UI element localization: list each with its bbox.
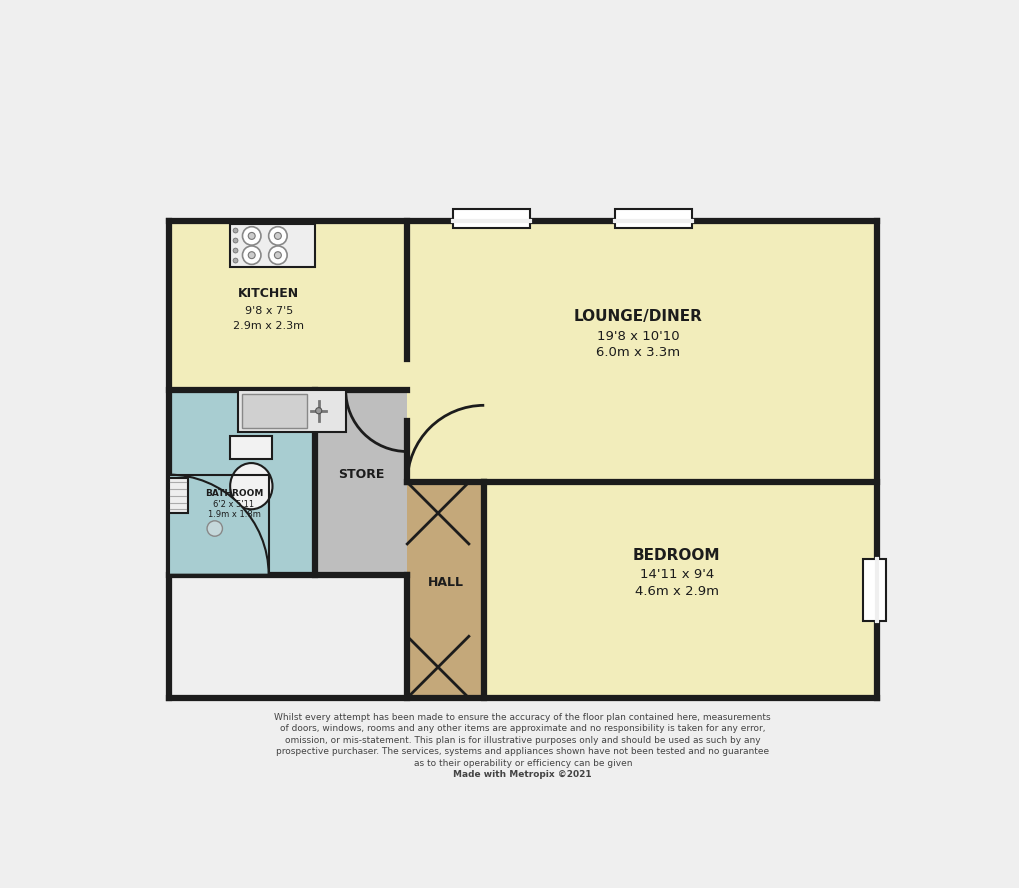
Circle shape <box>207 521 222 536</box>
Circle shape <box>233 228 237 233</box>
Text: omission, or mis-statement. This plan is for illustrative purposes only and shou: omission, or mis-statement. This plan is… <box>284 736 760 745</box>
Text: as to their operability or efficiency can be given: as to their operability or efficiency ca… <box>413 759 632 768</box>
Bar <box>242 393 307 428</box>
Circle shape <box>233 248 237 253</box>
Circle shape <box>233 238 237 243</box>
Text: 9'8 x 7'5: 9'8 x 7'5 <box>245 305 292 315</box>
Text: 6.0m x 3.3m: 6.0m x 3.3m <box>595 346 680 360</box>
Circle shape <box>315 408 321 414</box>
Bar <box>315 390 407 575</box>
Text: 14'11 x 9'4: 14'11 x 9'4 <box>639 568 713 582</box>
Bar <box>168 474 268 575</box>
Circle shape <box>268 226 286 245</box>
Circle shape <box>274 233 281 240</box>
Circle shape <box>243 226 261 245</box>
Bar <box>453 209 530 228</box>
Bar <box>484 482 876 698</box>
Text: 1.9m x 1.8m: 1.9m x 1.8m <box>207 511 260 519</box>
Text: 19'8 x 10'10: 19'8 x 10'10 <box>596 329 679 343</box>
Bar <box>230 225 315 266</box>
Text: 6'2 x 5'11: 6'2 x 5'11 <box>213 500 255 509</box>
Text: 2.9m x 2.3m: 2.9m x 2.3m <box>233 321 304 331</box>
Text: HALL: HALL <box>427 576 464 589</box>
Bar <box>407 220 876 482</box>
Text: BEDROOM: BEDROOM <box>633 548 719 563</box>
Bar <box>407 482 484 698</box>
Text: 4.6m x 2.9m: 4.6m x 2.9m <box>634 585 718 599</box>
Circle shape <box>268 246 286 265</box>
Text: STORE: STORE <box>337 468 384 481</box>
Bar <box>168 479 187 513</box>
Text: of doors, windows, rooms and any other items are approximate and no responsibili: of doors, windows, rooms and any other i… <box>280 725 764 733</box>
Circle shape <box>248 233 255 240</box>
Circle shape <box>274 251 281 258</box>
Bar <box>168 390 315 575</box>
Wedge shape <box>168 474 268 575</box>
Text: KITCHEN: KITCHEN <box>237 287 299 300</box>
Text: Whilst every attempt has been made to ensure the accuracy of the floor plan cont: Whilst every attempt has been made to en… <box>274 713 770 722</box>
Bar <box>614 209 692 228</box>
Text: prospective purchaser. The services, systems and appliances shown have not been : prospective purchaser. The services, sys… <box>276 748 768 757</box>
Circle shape <box>248 251 255 258</box>
Bar <box>230 436 272 459</box>
Text: BATHROOM: BATHROOM <box>205 489 263 498</box>
Bar <box>862 559 886 621</box>
Text: LOUNGE/DINER: LOUNGE/DINER <box>574 309 702 324</box>
Bar <box>168 220 407 390</box>
Circle shape <box>243 246 261 265</box>
Text: Made with Metropix ©2021: Made with Metropix ©2021 <box>453 771 591 780</box>
Ellipse shape <box>230 463 272 510</box>
Circle shape <box>233 258 237 263</box>
Bar <box>237 390 345 432</box>
